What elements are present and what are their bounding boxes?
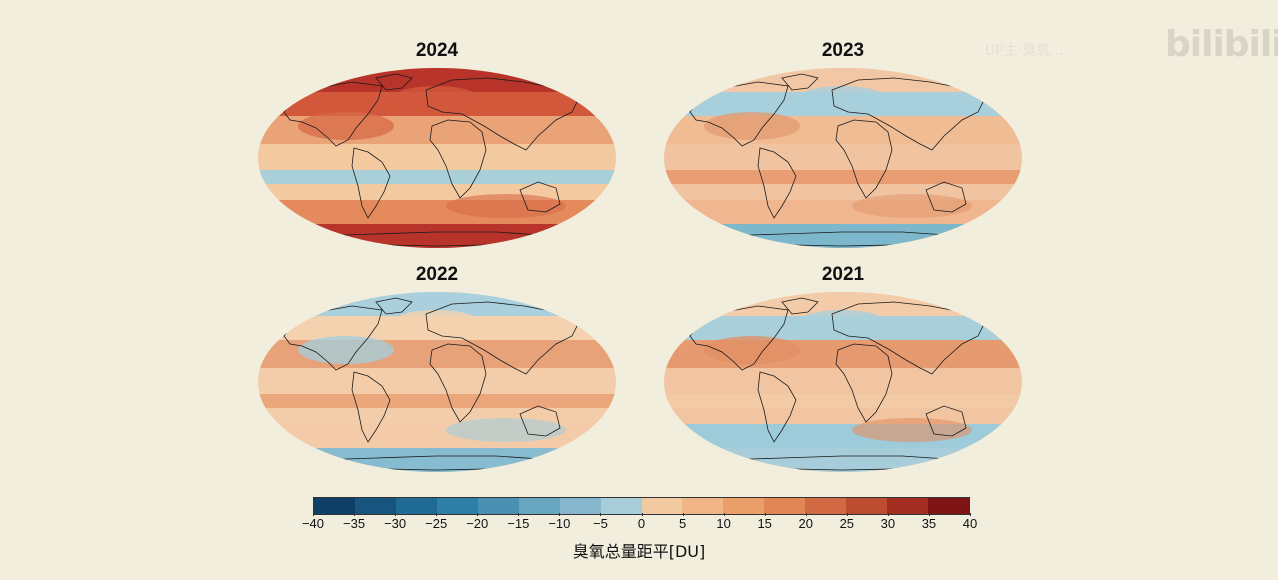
- colorbar: [313, 497, 970, 515]
- coastline: [375, 73, 413, 91]
- anomaly-band-equator: [664, 394, 1022, 408]
- colorbar-tick-label: 10: [704, 513, 744, 531]
- colorbar-tick-label: 40: [950, 513, 990, 531]
- world-map-2022: [258, 292, 616, 472]
- anomaly-band-equator: [258, 170, 616, 184]
- anomaly-blob: [446, 418, 566, 442]
- colorbar-label: 臭氧总量距平[DU]: [572, 542, 706, 561]
- anomaly-blob: [704, 112, 800, 140]
- colorbar-cell: [395, 498, 437, 514]
- colorbar-cell: [518, 498, 560, 514]
- map-title-2022: 2022: [415, 264, 459, 285]
- coastline: [831, 77, 985, 151]
- anomaly-blob: [396, 310, 476, 330]
- world-map-2021: [664, 292, 1022, 472]
- colorbar-cell: [354, 498, 396, 514]
- colorbar-cell: [764, 498, 806, 514]
- coastline: [831, 301, 985, 375]
- coastline: [925, 181, 967, 213]
- colorbar-tick-label: 30: [868, 513, 908, 531]
- coastline: [375, 297, 413, 315]
- map-title-2021: 2021: [821, 264, 865, 285]
- anomaly-blob: [298, 336, 394, 364]
- colorbar-tick-label: −25: [416, 513, 456, 531]
- coastline: [781, 73, 819, 91]
- coastline: [425, 77, 579, 151]
- map-panel-2022: 2022: [256, 264, 618, 474]
- anomaly-field: [258, 292, 616, 472]
- anomaly-field: [258, 68, 616, 248]
- coastline: [781, 297, 819, 315]
- colorbar-tick-label: −5: [580, 513, 620, 531]
- colorbar-ticks: −40 −35 −30 −25 −20 −15 −10 −5 0 5 10 15 20 25 30 35 40: [302, 513, 977, 536]
- anomaly-blob: [852, 418, 972, 442]
- anomaly-blob: [298, 112, 394, 140]
- map-title-2024: 2024: [415, 40, 459, 61]
- coastline: [757, 147, 797, 219]
- colorbar-cell: [723, 498, 765, 514]
- coastline: [835, 343, 893, 423]
- colorbar-tick-label: −40: [293, 513, 333, 531]
- colorbar-cell: [887, 498, 929, 514]
- anomaly-blob: [396, 86, 476, 106]
- colorbar-tick-label: 5: [663, 513, 703, 531]
- colorbar-cell: [682, 498, 724, 514]
- bilibili-logo: bilibili: [1165, 24, 1278, 65]
- anomaly-blob: [852, 194, 972, 218]
- anomaly-blob: [704, 336, 800, 364]
- colorbar-tick-label: −10: [539, 513, 579, 531]
- coastline: [519, 181, 561, 213]
- colorbar-tick-label: −20: [457, 513, 497, 531]
- anomaly-field: [664, 292, 1022, 472]
- anomaly-field: [664, 68, 1022, 248]
- coastline: [519, 405, 561, 437]
- anomaly-band-equator: [664, 170, 1022, 184]
- colorbar-tick-label: 20: [786, 513, 826, 531]
- colorbar-cell: [314, 498, 355, 514]
- map-title-2023: 2023: [821, 40, 865, 61]
- colorbar-cell: [846, 498, 888, 514]
- coastline: [925, 405, 967, 437]
- colorbar-cell: [436, 498, 478, 514]
- world-map-2024: [258, 68, 616, 248]
- colorbar-tick-label: −15: [498, 513, 538, 531]
- colorbar-cell: [477, 498, 519, 514]
- colorbar-tick-label: 25: [827, 513, 867, 531]
- colorbar-tick-label: −30: [375, 513, 415, 531]
- world-map-2023: [664, 68, 1022, 248]
- coastline: [429, 119, 487, 199]
- colorbar-tick-label: 15: [745, 513, 785, 531]
- coastline: [757, 371, 797, 443]
- anomaly-blob: [802, 310, 882, 330]
- coastline: [425, 301, 579, 375]
- map-panel-2021: 2021: [662, 264, 1024, 474]
- watermark-text: UP主·臭氧...: [985, 43, 1064, 59]
- colorbar-cell: [805, 498, 847, 514]
- colorbar-cell: [559, 498, 601, 514]
- anomaly-blob: [446, 194, 566, 218]
- colorbar-tick-label: 0: [622, 513, 662, 531]
- coastline: [351, 147, 391, 219]
- colorbar-cell: [928, 498, 969, 514]
- colorbar-tick-label: 35: [909, 513, 949, 531]
- coastline: [351, 371, 391, 443]
- colorbar-cell: [600, 498, 642, 514]
- coastline: [429, 343, 487, 423]
- coastline: [835, 119, 893, 199]
- map-panel-2024: 2024: [256, 40, 618, 250]
- map-panel-2023: 2023: [662, 40, 1024, 250]
- colorbar-tick-label: −35: [334, 513, 374, 531]
- colorbar-cell: [641, 498, 683, 514]
- anomaly-blob: [802, 86, 882, 106]
- anomaly-band-equator: [258, 394, 616, 408]
